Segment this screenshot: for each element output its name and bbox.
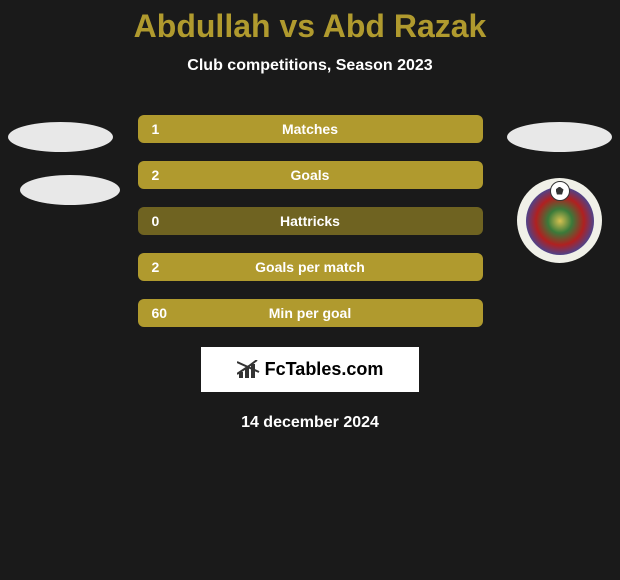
stat-value: 1	[152, 121, 160, 137]
brand-logo-text: FcTables.com	[237, 359, 384, 380]
stat-row-matches: 1 Matches	[138, 115, 483, 143]
date-text: 14 december 2024	[0, 414, 620, 432]
stat-label: Matches	[282, 121, 338, 137]
player-right-avatar-shadow	[507, 122, 612, 152]
stat-value: 2	[152, 167, 160, 183]
team-right-badge	[517, 178, 602, 263]
stat-label: Goals per match	[255, 259, 365, 275]
brand-name: FcTables.com	[265, 359, 384, 380]
bar-chart-icon	[237, 360, 261, 380]
subtitle: Club competitions, Season 2023	[0, 57, 620, 75]
stat-row-goals-per-match: 2 Goals per match	[138, 253, 483, 281]
infographic-container: Abdullah vs Abd Razak Club competitions,…	[0, 0, 620, 432]
team-crest-icon	[526, 187, 594, 255]
team-left-avatar-shadow	[20, 175, 120, 205]
stat-label: Min per goal	[269, 305, 351, 321]
page-title: Abdullah vs Abd Razak	[0, 8, 620, 45]
stat-label: Hattricks	[280, 213, 340, 229]
stat-row-min-per-goal: 60 Min per goal	[138, 299, 483, 327]
stat-label: Goals	[291, 167, 330, 183]
stat-value: 60	[152, 305, 168, 321]
player-left-avatar-shadow	[8, 122, 113, 152]
stat-value: 0	[152, 213, 160, 229]
stat-value: 2	[152, 259, 160, 275]
stats-list: 1 Matches 2 Goals 0 Hattricks 2 Goals pe…	[138, 115, 483, 327]
stat-row-goals: 2 Goals	[138, 161, 483, 189]
stat-row-hattricks: 0 Hattricks	[138, 207, 483, 235]
brand-logo: FcTables.com	[201, 347, 419, 392]
soccer-ball-icon	[550, 181, 570, 201]
